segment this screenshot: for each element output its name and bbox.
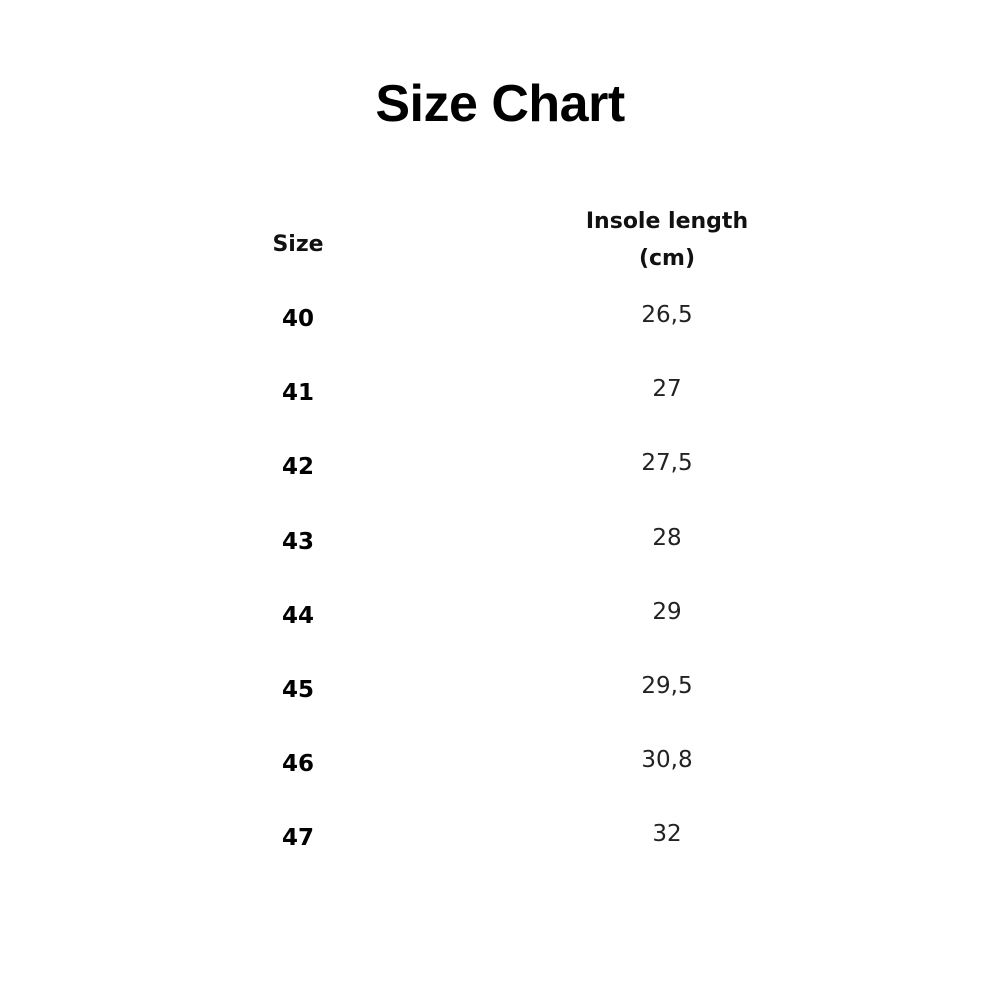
- page-title: Size Chart: [375, 75, 625, 133]
- insole-length-cell: 27,5: [641, 450, 693, 477]
- size-cell: 46: [281, 751, 314, 778]
- column-header-insole-length: Insole length (cm): [547, 203, 787, 277]
- size-cell: 47: [281, 825, 314, 852]
- size-cell: 45: [281, 677, 314, 703]
- size-cell: 41: [281, 380, 314, 407]
- size-cell: 44: [281, 602, 314, 629]
- insole-length-cell: 29,5: [641, 673, 693, 699]
- insole-length-cell: 27: [652, 376, 682, 403]
- insole-length-cell: 28: [652, 524, 682, 551]
- size-cell: 43: [281, 528, 314, 555]
- size-cell: 40: [281, 306, 314, 332]
- size-cell: 42: [281, 454, 314, 481]
- header-line-2: (cm): [638, 246, 696, 271]
- insole-length-cell: 26,5: [641, 302, 693, 328]
- insole-length-cell: 29: [652, 598, 682, 625]
- insole-length-cell: 30,8: [641, 747, 693, 774]
- column-header-size: Size: [272, 232, 324, 257]
- header-line-1: Insole length: [585, 209, 749, 234]
- insole-length-cell: 32: [652, 821, 682, 848]
